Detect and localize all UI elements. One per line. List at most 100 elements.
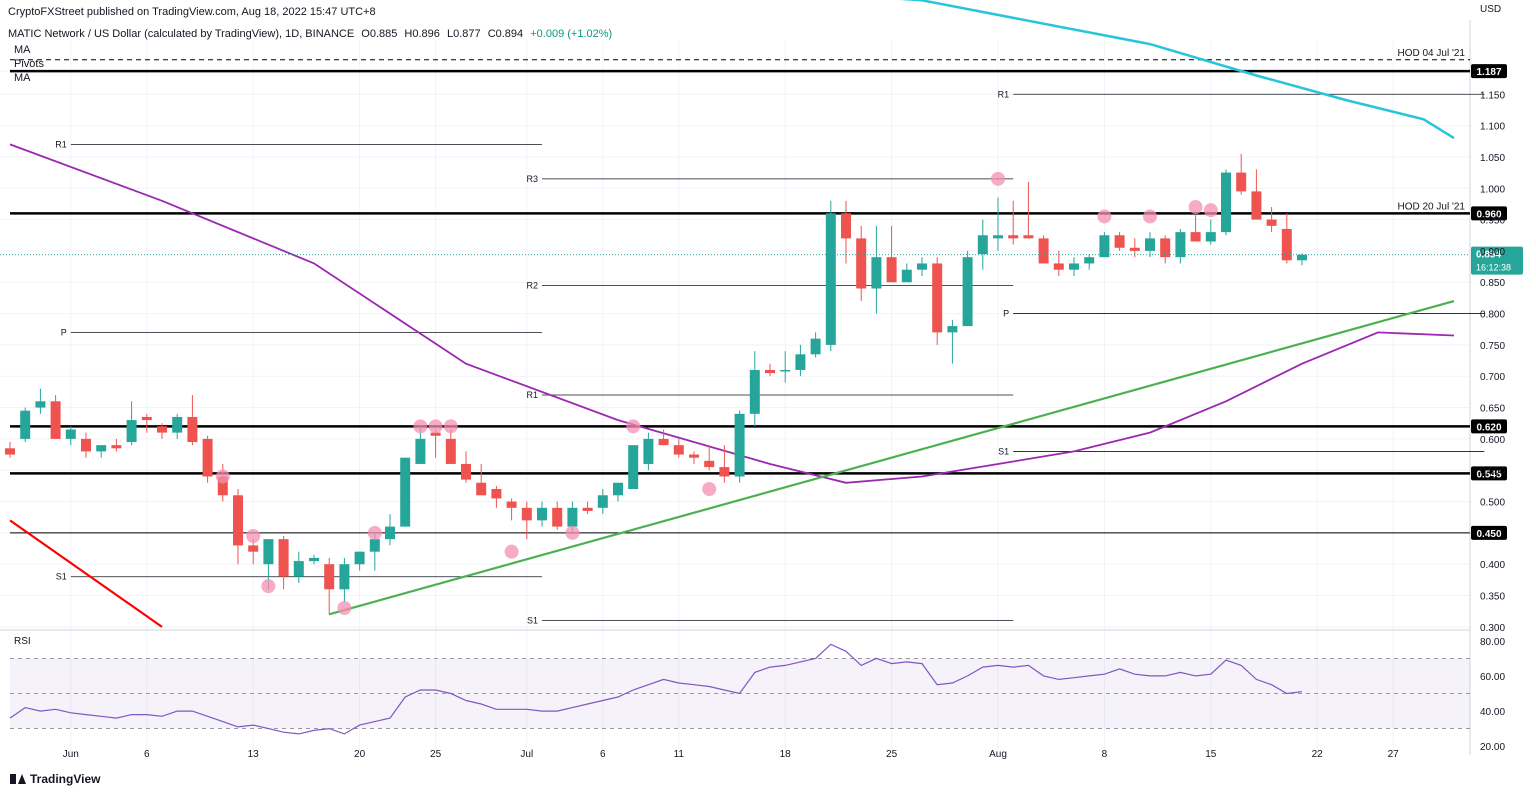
level-price-tag xyxy=(1471,206,1507,221)
touch-marker xyxy=(337,601,352,616)
low-value: L0.877 xyxy=(446,28,481,40)
time-tick-label: 6 xyxy=(600,749,606,760)
pivot-label: R1 xyxy=(526,390,538,400)
level-price-tag xyxy=(1471,419,1507,434)
touch-marker xyxy=(1143,209,1157,224)
price-tick-label: 0.900 xyxy=(1480,247,1505,258)
candle-body xyxy=(35,401,46,408)
candle-body xyxy=(111,445,122,449)
candle-body xyxy=(1114,235,1125,248)
candle-body xyxy=(841,213,851,239)
touch-marker xyxy=(504,544,519,559)
pivot-label: R2 xyxy=(526,280,538,290)
candle-body xyxy=(491,489,502,499)
indicator-ma-2[interactable]: MA xyxy=(14,72,31,84)
candle-body xyxy=(658,438,669,446)
candle-body xyxy=(901,269,912,283)
candle-body xyxy=(1251,191,1262,220)
candle-body xyxy=(476,482,487,496)
rsi-line xyxy=(9,643,1303,735)
time-tick-label: 25 xyxy=(886,749,898,760)
trendline-support xyxy=(328,299,1455,616)
candle-body xyxy=(1023,235,1034,239)
level-price-label: 0.450 xyxy=(1476,529,1501,540)
candle-body xyxy=(704,460,715,468)
candle-body xyxy=(172,416,183,433)
candle-body xyxy=(81,438,91,452)
candle-body xyxy=(734,413,745,477)
rsi-tick-label: 80.00 xyxy=(1480,637,1505,648)
candle-body xyxy=(886,257,897,283)
current-price-tag xyxy=(1471,246,1523,275)
touch-marker xyxy=(991,171,1005,186)
candle-body xyxy=(1205,232,1216,242)
tradingview-logo-icon xyxy=(10,774,26,784)
pivot-label: S1 xyxy=(527,616,538,626)
candle-body xyxy=(126,420,137,443)
level-price-tag xyxy=(1471,466,1507,481)
touch-marker xyxy=(1097,209,1112,224)
candle-body xyxy=(1008,235,1019,239)
candle-body xyxy=(65,429,76,439)
candle-body xyxy=(993,235,1003,239)
level-annotation: HOD 04 Jul '21 xyxy=(1398,48,1466,59)
candle-body xyxy=(582,507,593,511)
touch-marker xyxy=(702,482,717,497)
price-tick-label: 0.800 xyxy=(1480,310,1505,321)
candle-body xyxy=(400,457,411,527)
tradingview-footer[interactable]: TradingView xyxy=(10,772,100,786)
price-tick-label: 0.400 xyxy=(1480,560,1505,571)
ohlc-header: MATIC Network / US Dollar (calculated by… xyxy=(8,28,616,40)
candle-body xyxy=(1175,232,1186,258)
time-tick-label: 27 xyxy=(1388,749,1400,760)
candle-body xyxy=(871,257,882,289)
candle-body xyxy=(537,507,547,521)
candle-body xyxy=(233,495,243,546)
candle-body xyxy=(856,238,867,289)
symbol-label: MATIC Network / US Dollar (calculated by… xyxy=(8,28,355,40)
candle-body xyxy=(324,564,335,590)
level-annotation: HOD 20 Jul '21 xyxy=(1398,201,1466,212)
indicator-pivots[interactable]: Pivots xyxy=(14,58,44,70)
candle-body xyxy=(5,448,15,455)
price-tick-label: 0.950 xyxy=(1480,216,1505,227)
time-tick-label: 22 xyxy=(1312,749,1324,760)
touch-marker xyxy=(1203,203,1218,218)
candle-body xyxy=(1297,254,1307,261)
price-tick-label: 0.700 xyxy=(1480,372,1505,383)
candle-body xyxy=(187,416,198,443)
touch-marker xyxy=(367,525,382,540)
pivot-label: P xyxy=(61,327,67,337)
candle-body xyxy=(309,557,319,562)
touch-marker xyxy=(626,419,641,434)
candle-body xyxy=(567,507,578,527)
candle-body xyxy=(202,438,213,477)
candle-body xyxy=(977,235,988,255)
time-tick-label: 13 xyxy=(248,749,260,760)
candle-body xyxy=(1069,263,1079,270)
candle-body xyxy=(825,213,836,345)
candle-body xyxy=(506,501,517,508)
candle-body xyxy=(339,564,350,590)
candle-body xyxy=(369,539,380,552)
touch-marker xyxy=(443,419,458,434)
candle-body xyxy=(1266,219,1277,226)
time-tick-label: 6 xyxy=(144,749,150,760)
rsi-title: RSI xyxy=(14,636,31,647)
time-tick-label: Jun xyxy=(63,749,79,760)
pivot-label: R1 xyxy=(55,139,67,149)
price-tick-label: 1.050 xyxy=(1480,153,1505,164)
time-tick-label: 15 xyxy=(1205,749,1217,760)
pivot-label: S1 xyxy=(56,572,67,582)
current-price-label: 0.894 xyxy=(1476,250,1501,261)
touch-marker xyxy=(565,525,580,540)
rsi-tick-label: 40.00 xyxy=(1480,707,1505,718)
time-tick-label: Aug xyxy=(989,749,1007,760)
price-tick-label: 1.100 xyxy=(1480,122,1505,133)
close-value: C0.894 xyxy=(487,28,524,40)
candle-body xyxy=(613,482,623,496)
indicator-ma-1[interactable]: MA xyxy=(14,44,31,56)
moving-average-line xyxy=(9,143,1455,484)
candle-body xyxy=(765,369,775,374)
